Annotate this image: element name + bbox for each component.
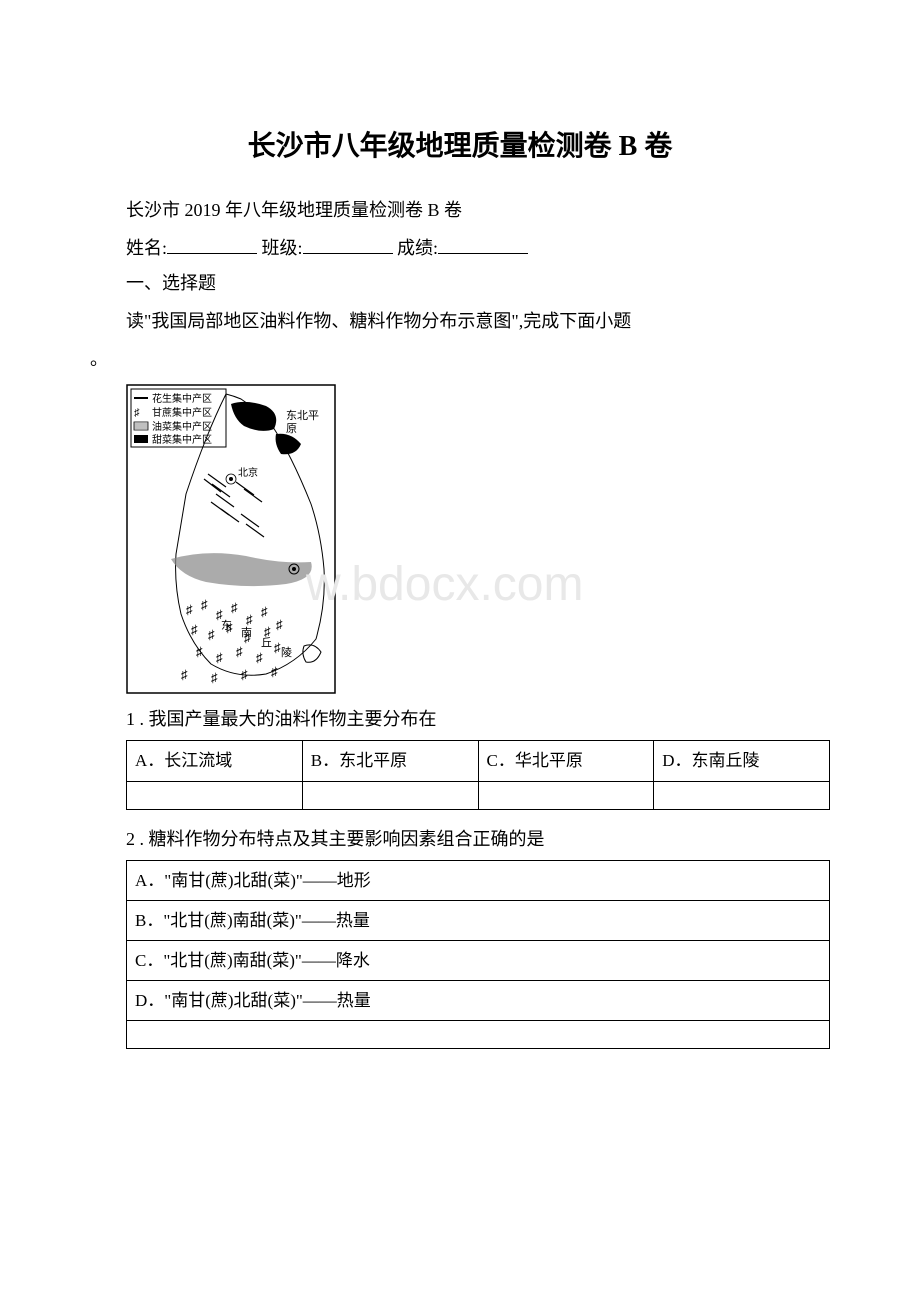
svg-text:♯: ♯ (201, 597, 208, 612)
svg-text:南: 南 (241, 626, 252, 639)
instruction-text: 读"我国局部地区油料作物、糖料作物分布示意图",完成下面小题 (90, 304, 830, 338)
table-row (127, 781, 830, 809)
svg-text:♯: ♯ (191, 622, 198, 637)
watermark: w.bdocx.com (306, 539, 583, 630)
option-a: A．"南甘(蔗)北甜(菜)"——地形 (127, 860, 830, 900)
svg-text:♯: ♯ (271, 664, 278, 679)
svg-text:♯: ♯ (211, 670, 218, 685)
svg-text:♯: ♯ (276, 617, 283, 632)
legend-peanut: 花生集中产区 (152, 392, 212, 405)
svg-text:♯: ♯ (274, 640, 281, 655)
subtitle: 长沙市 2019 年八年级地理质量检测卷 B 卷 (90, 193, 830, 227)
option-c: C．华北平原 (478, 741, 654, 781)
option-a: A．长江流域 (127, 741, 303, 781)
table-row: A．"南甘(蔗)北甜(菜)"——地形 (127, 860, 830, 900)
svg-text:♯: ♯ (246, 612, 253, 627)
option-d: D．东南丘陵 (654, 741, 830, 781)
svg-text:♯: ♯ (236, 644, 243, 659)
legend-sugarbeet: 甜菜集中产区 (152, 433, 212, 446)
class-label: 班级: (262, 238, 303, 258)
question-1-options-table: A．长江流域 B．东北平原 C．华北平原 D．东南丘陵 (126, 740, 830, 809)
option-d: D．"南甘(蔗)北甜(菜)"——热量 (127, 981, 830, 1021)
svg-text:陵: 陵 (281, 646, 292, 659)
form-line: 姓名: 班级: 成绩: (90, 231, 830, 265)
question-2-options-table: A．"南甘(蔗)北甜(菜)"——地形 B．"北甘(蔗)南甜(菜)"——热量 C．… (126, 860, 830, 1050)
svg-text:♯: ♯ (241, 667, 248, 682)
question-1-text: 1 . 我国产量最大的油料作物主要分布在 (90, 702, 830, 736)
option-b: B．东北平原 (302, 741, 478, 781)
svg-text:丘: 丘 (261, 636, 272, 649)
map-svg: 花生集中产区 ♯ 甘蔗集中产区 油菜集中产区 甜菜集中产区 东北平 原 北京 (126, 384, 336, 694)
table-row: D．"南甘(蔗)北甜(菜)"——热量 (127, 981, 830, 1021)
option-b: B．"北甘(蔗)南甜(菜)"——热量 (127, 900, 830, 940)
svg-text:♯: ♯ (186, 602, 193, 617)
table-row: A．长江流域 B．东北平原 C．华北平原 D．东南丘陵 (127, 741, 830, 781)
table-row: C．"北甘(蔗)南甜(菜)"——降水 (127, 941, 830, 981)
svg-text:♯: ♯ (181, 667, 188, 682)
score-blank (438, 236, 528, 254)
map-figure: w.bdocx.com 花生集中产区 ♯ 甘蔗集中产区 油菜集中产区 甜菜集中产… (126, 384, 336, 694)
table-row: B．"北甘(蔗)南甜(菜)"——热量 (127, 900, 830, 940)
table-row (127, 1021, 830, 1049)
svg-text:♯: ♯ (208, 627, 215, 642)
legend-rapeseed: 油菜集中产区 (152, 420, 212, 433)
question-2-text: 2 . 糖料作物分布特点及其主要影响因素组合正确的是 (90, 822, 830, 856)
legend-sugarcane: 甘蔗集中产区 (152, 406, 212, 419)
svg-text:♯: ♯ (134, 407, 140, 419)
svg-text:♯: ♯ (231, 600, 238, 615)
option-c: C．"北甘(蔗)南甜(菜)"——降水 (127, 941, 830, 981)
map-label-northeast: 东北平 (286, 409, 319, 422)
name-blank (167, 236, 257, 254)
svg-text:东: 东 (221, 619, 232, 632)
score-label: 成绩: (397, 238, 438, 258)
svg-text:♯: ♯ (261, 604, 268, 619)
map-label-beijing: 北京 (238, 466, 258, 479)
svg-text:♯: ♯ (256, 650, 263, 665)
name-label: 姓名: (126, 238, 167, 258)
instruction-end: 。 (90, 342, 830, 376)
svg-text:♯: ♯ (216, 650, 223, 665)
class-blank (303, 236, 393, 254)
svg-text:♯: ♯ (196, 644, 203, 659)
svg-text:原: 原 (286, 423, 297, 435)
document-title: 长沙市八年级地理质量检测卷 B 卷 (90, 120, 830, 173)
section-heading: 一、选择题 (90, 266, 830, 300)
